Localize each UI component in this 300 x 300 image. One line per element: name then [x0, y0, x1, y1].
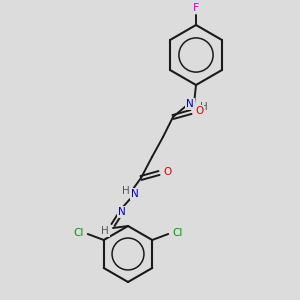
Text: F: F [193, 3, 199, 13]
Text: O: O [195, 106, 203, 116]
Text: Cl: Cl [172, 228, 182, 238]
Text: H: H [200, 102, 208, 112]
Text: N: N [131, 189, 139, 199]
Text: Cl: Cl [74, 228, 84, 238]
Text: H: H [122, 186, 130, 196]
Text: N: N [186, 99, 194, 109]
Text: N: N [118, 207, 126, 217]
Text: H: H [101, 226, 109, 236]
Text: O: O [163, 167, 171, 177]
